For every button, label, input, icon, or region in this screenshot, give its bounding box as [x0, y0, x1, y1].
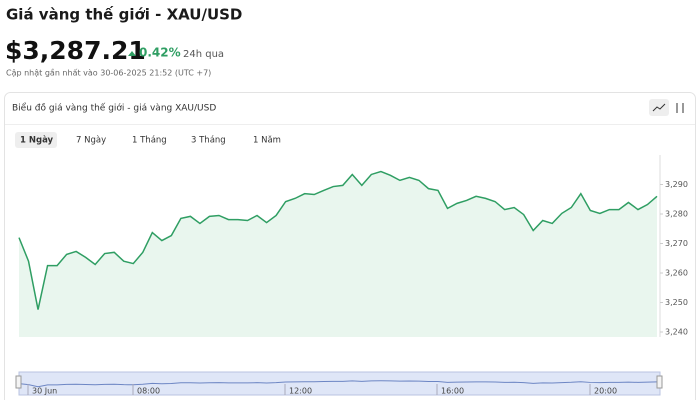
nav-handle-right[interactable]: [656, 375, 663, 389]
line-icon-button[interactable]: [649, 99, 669, 116]
nav-label: 16:00: [441, 387, 464, 396]
price-line: [18, 170, 658, 310]
price: $3,287.21: [5, 36, 146, 65]
chart-title: Biểu đồ giá vàng thế giới - giá vàng XAU…: [12, 103, 216, 114]
change: 0.42%: [139, 46, 181, 60]
updated: Cập nhật gần nhất vào 30-06-2025 21:52 (…: [6, 68, 211, 79]
y-tick-label: 3,270: [665, 239, 688, 248]
page-title: Giá vàng thế giới - XAU/USD: [6, 5, 242, 24]
up-arrow: [128, 51, 136, 56]
y-tick-label: 3,240: [665, 327, 688, 336]
y-tick-label: 3,290: [665, 180, 688, 189]
y-tick-label: 3,250: [665, 298, 688, 307]
y-tick-label: 3,260: [665, 268, 688, 277]
nav-label: 20:00: [594, 387, 617, 396]
change-period: 24h qua: [183, 49, 224, 60]
area-fill: [19, 171, 657, 337]
tab[interactable]: 7 Ngày: [76, 136, 106, 146]
tab[interactable]: 1 Tháng: [132, 136, 167, 146]
navigator[interactable]: [18, 371, 661, 396]
line-icon: [652, 103, 666, 112]
tab-selected-bg: [15, 132, 57, 148]
y-tick-label: 3,280: [665, 209, 688, 218]
tab[interactable]: 1 Năm: [253, 136, 281, 146]
tab[interactable]: 1 Ngày: [20, 136, 54, 146]
tab[interactable]: 3 Tháng: [191, 136, 226, 146]
nav-label: 30 Jun: [32, 387, 57, 396]
nav-handle-left[interactable]: [15, 375, 22, 389]
candle-icon[interactable]: [676, 103, 684, 113]
nav-label: 08:00: [137, 387, 160, 396]
navigator-line: [18, 380, 658, 388]
nav-label: 12:00: [289, 387, 312, 396]
